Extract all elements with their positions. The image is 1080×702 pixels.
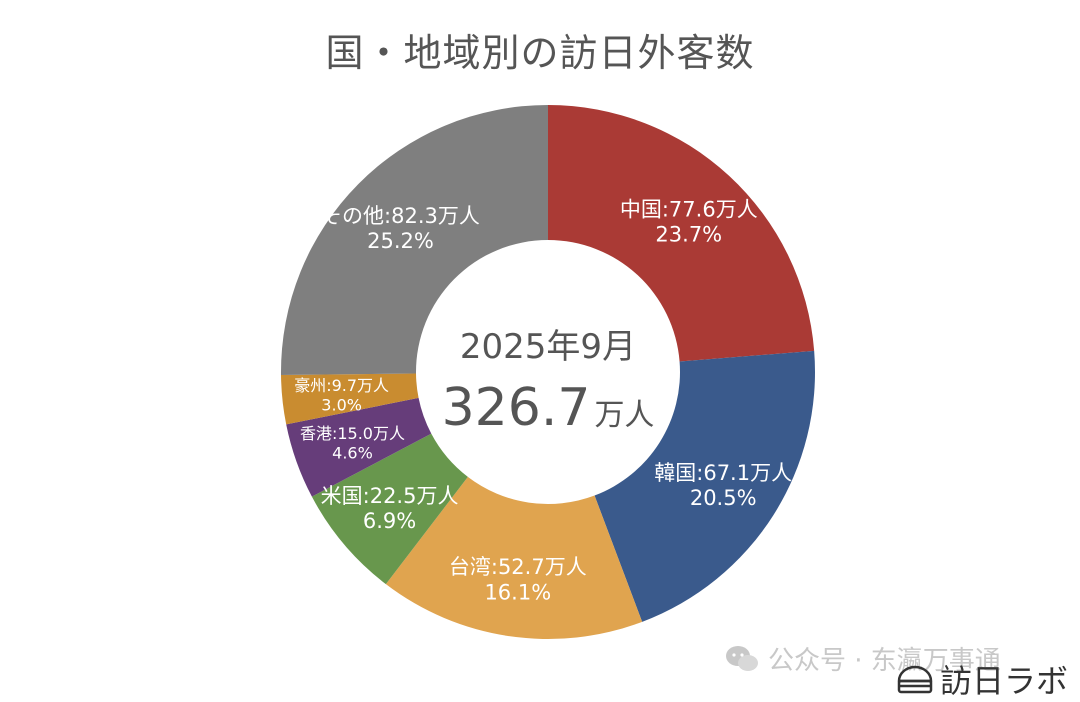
logo: 訪日ラボ: [896, 656, 1068, 702]
slice-6: [281, 105, 548, 375]
slice-label-6: その他:82.3万人: [321, 204, 480, 228]
slice-label-2: 台湾:52.7万人: [449, 555, 587, 579]
slice-percent-1: 20.5%: [690, 486, 757, 510]
watermark-text: 公众号 · 东瀛万事通: [768, 646, 1001, 676]
center-period: 2025年9月: [460, 327, 636, 367]
logo-mark-icon: [897, 665, 933, 694]
slice-3: [311, 433, 468, 585]
slice-label-4: 香港:15.0万人: [300, 424, 405, 443]
center-total-value: 326.7: [442, 378, 591, 438]
slice-label-0: 中国:77.6万人: [620, 197, 758, 221]
center-total: 326.7 万人: [442, 378, 655, 438]
slice-percent-6: 25.2%: [367, 229, 434, 253]
slice-1: [594, 350, 815, 622]
slice-percent-0: 23.7%: [655, 223, 722, 247]
wechat-icon: [726, 645, 758, 671]
chart-title: 国・地域別の訪日外客数: [325, 31, 755, 75]
slice-5: [281, 373, 419, 425]
slice-percent-2: 16.1%: [484, 580, 551, 604]
slice-0: [548, 105, 815, 362]
slice-label-5: 豪州:9.7万人: [294, 376, 389, 395]
slice-percent-3: 6.9%: [363, 509, 416, 533]
slice-2: [385, 476, 643, 639]
slice-percent-4: 4.6%: [332, 443, 373, 462]
center-total-unit: 万人: [594, 398, 654, 433]
slice-percent-5: 3.0%: [321, 395, 362, 414]
slice-4: [286, 397, 432, 497]
slice-label-1: 韓国:67.1万人: [654, 461, 792, 485]
slice-label-3: 米国:22.5万人: [321, 484, 459, 508]
watermark: 公众号 · 东瀛万事通: [724, 640, 1001, 677]
slices-group: [281, 105, 815, 639]
logo-text: 訪日ラボ: [940, 662, 1069, 700]
